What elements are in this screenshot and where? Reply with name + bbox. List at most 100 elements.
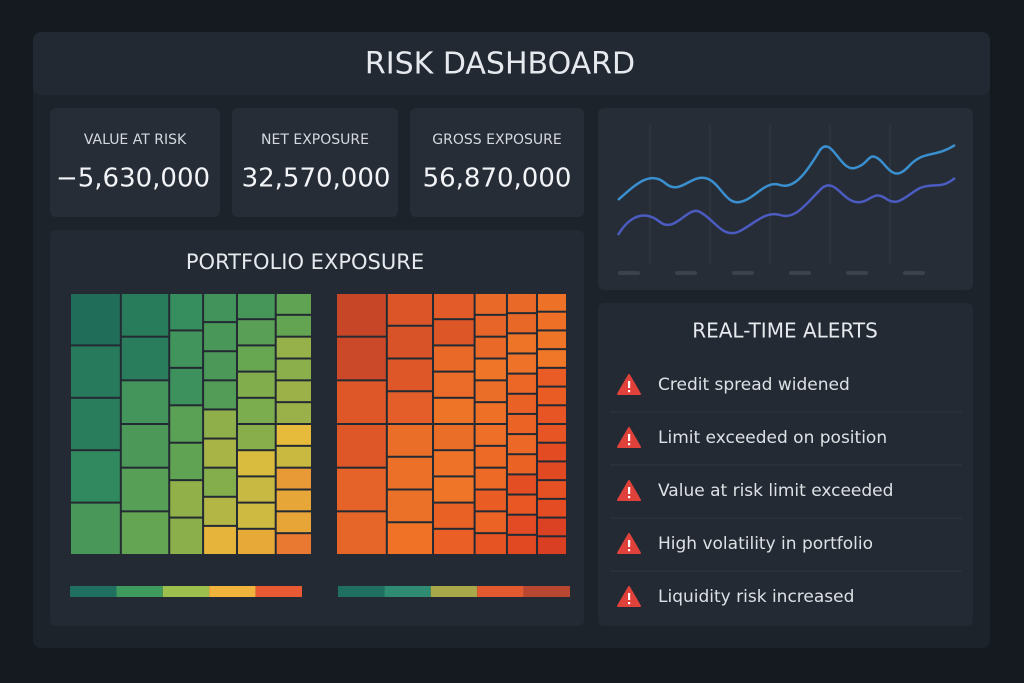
trend-line bbox=[617, 143, 956, 204]
dashboard-title: RISK DASHBOARD bbox=[365, 47, 635, 82]
treemap-cell bbox=[204, 526, 236, 554]
alert-text: Limit exceeded on position bbox=[658, 428, 887, 448]
treemap-cell bbox=[475, 425, 506, 445]
treemap-cell bbox=[507, 535, 536, 554]
treemap-cell bbox=[237, 346, 275, 371]
treemap-cell bbox=[276, 381, 311, 402]
kpi-value: −5,630,000 bbox=[56, 164, 210, 194]
treemap-cell bbox=[237, 503, 275, 528]
treemap-cell bbox=[387, 523, 433, 554]
treemap-cell bbox=[387, 392, 433, 423]
treemap-cell bbox=[537, 462, 566, 480]
treemap-cell bbox=[434, 425, 474, 450]
legend-bar bbox=[523, 586, 570, 597]
warning-mark bbox=[628, 593, 631, 600]
treemap-cell bbox=[507, 414, 536, 434]
treemap-cell bbox=[537, 537, 566, 554]
treemap-cell bbox=[475, 446, 506, 467]
treemap-cell bbox=[507, 394, 536, 413]
treemap-cell bbox=[337, 425, 386, 467]
treemap-cell bbox=[537, 443, 566, 461]
treemap-cell bbox=[170, 518, 203, 554]
treemap-cell bbox=[170, 294, 203, 330]
warning-dot bbox=[628, 602, 631, 605]
kpi-card bbox=[232, 108, 398, 217]
header-bar bbox=[33, 32, 990, 95]
trend-axis bbox=[618, 271, 925, 275]
treemap-cell bbox=[507, 455, 536, 474]
treemap-cell bbox=[434, 503, 474, 528]
treemap-cell bbox=[537, 331, 566, 349]
treemap-cell bbox=[537, 499, 566, 517]
treemap-cell bbox=[507, 374, 536, 393]
treemap-cell bbox=[537, 294, 566, 311]
treemap-cell bbox=[121, 381, 169, 423]
treemap-cell bbox=[537, 518, 566, 536]
treemap-cell bbox=[276, 315, 311, 336]
treemaps bbox=[70, 294, 570, 597]
legend-bar bbox=[384, 586, 431, 597]
treemap-cell bbox=[204, 381, 236, 409]
treemap-cell bbox=[204, 468, 236, 496]
legend-bar bbox=[430, 586, 478, 597]
alert-text: Credit spread widened bbox=[658, 375, 850, 395]
treemap-cell bbox=[507, 515, 536, 534]
warning-dot bbox=[628, 549, 631, 552]
legend-bar bbox=[477, 586, 524, 597]
treemap-cell bbox=[387, 294, 433, 325]
treemap-cell bbox=[537, 406, 566, 423]
alerts-list: Credit spread widened Limit exceeded on p… bbox=[610, 374, 962, 607]
treemap-cell bbox=[71, 503, 120, 554]
treemap-cell bbox=[475, 468, 506, 489]
treemap-cell bbox=[71, 346, 120, 397]
treemap-cell bbox=[170, 443, 203, 480]
kpi-card bbox=[410, 108, 584, 217]
treemap-cell bbox=[170, 368, 203, 405]
treemap-cell bbox=[434, 451, 474, 476]
treemap-cell bbox=[475, 359, 506, 380]
treemap-cell bbox=[475, 490, 506, 511]
warning-dot bbox=[628, 496, 631, 499]
treemap-cell bbox=[276, 294, 311, 314]
treemap-cell bbox=[337, 337, 386, 380]
treemap-cell bbox=[237, 320, 275, 345]
treemap-cell bbox=[507, 294, 536, 313]
treemap-cell bbox=[434, 372, 474, 397]
treemap-cell bbox=[434, 294, 474, 319]
treemap-cell bbox=[237, 529, 275, 554]
treemap-cell bbox=[170, 406, 203, 442]
alert-text: Liquidity risk increased bbox=[658, 587, 854, 607]
treemap-cell bbox=[276, 468, 311, 489]
treemap-cell bbox=[71, 294, 120, 345]
treemap-cell bbox=[276, 337, 311, 358]
treemap-cell bbox=[237, 398, 275, 423]
treemap-cell bbox=[475, 403, 506, 423]
treemap-cell bbox=[537, 350, 566, 367]
alerts-title: REAL-TIME ALERTS bbox=[692, 319, 878, 343]
warning-mark bbox=[628, 434, 631, 441]
treemap-cell bbox=[276, 403, 311, 423]
treemap-cell bbox=[204, 497, 236, 525]
legend-bar bbox=[70, 586, 117, 597]
treemap-cell bbox=[237, 425, 275, 450]
treemap-cell bbox=[121, 337, 169, 380]
treemap-cell bbox=[475, 381, 506, 402]
treemap-cell bbox=[434, 320, 474, 345]
treemap-cell bbox=[170, 331, 203, 367]
treemap-cell bbox=[204, 323, 236, 351]
treemap-cell bbox=[434, 477, 474, 502]
treemap-cell bbox=[121, 294, 169, 336]
treemap-cell bbox=[537, 425, 566, 442]
axis-dash bbox=[903, 271, 925, 275]
axis-dash bbox=[789, 271, 811, 275]
treemap-cell bbox=[475, 512, 506, 533]
treemap-cell bbox=[507, 314, 536, 333]
kpi-label: VALUE AT RISK bbox=[84, 132, 187, 148]
warning-dot bbox=[628, 390, 631, 393]
treemap-cell bbox=[276, 490, 311, 511]
treemap-cell bbox=[337, 381, 386, 423]
treemap-cell bbox=[237, 451, 275, 476]
treemap-cell bbox=[475, 315, 506, 336]
